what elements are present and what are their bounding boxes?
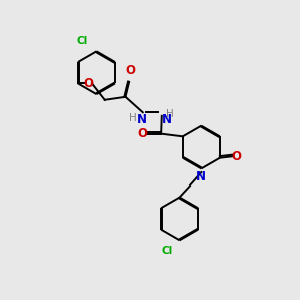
Text: O: O — [83, 77, 93, 90]
Text: O: O — [125, 64, 135, 77]
Text: O: O — [231, 150, 241, 163]
Text: H: H — [166, 109, 173, 119]
Text: Cl: Cl — [162, 246, 173, 256]
Text: O: O — [138, 127, 148, 140]
Text: N: N — [196, 170, 206, 183]
Text: N: N — [137, 113, 147, 126]
Text: H: H — [129, 113, 137, 123]
Text: N: N — [162, 113, 172, 126]
Text: Cl: Cl — [77, 36, 88, 46]
